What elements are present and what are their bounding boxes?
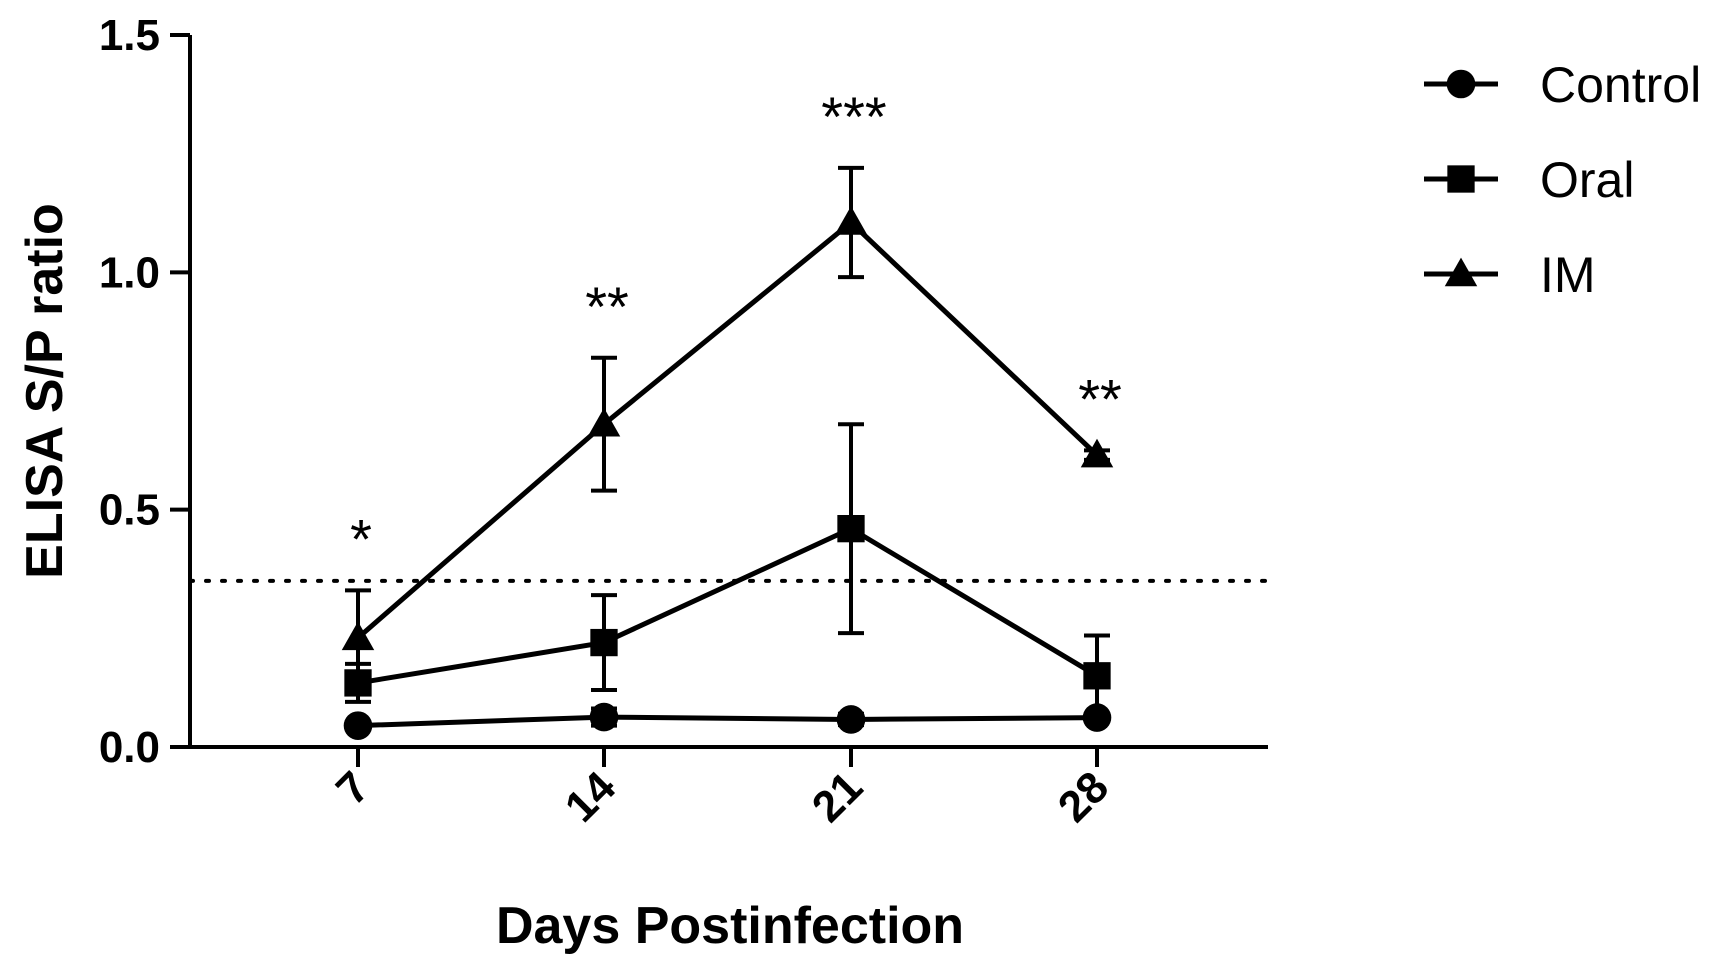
data-point: [587, 407, 621, 437]
y-tick-label: 0.5: [99, 486, 160, 535]
data-point: [589, 702, 619, 732]
y-ticks: 0.0 0.5 1.0 1.5: [99, 11, 190, 772]
legend-label: Oral: [1540, 152, 1634, 208]
series-line: [356, 219, 1099, 640]
legend-marker-icon: [1444, 257, 1478, 287]
x-axis-title: Days Postinfection: [496, 897, 964, 955]
x-tick-label: 7: [327, 762, 379, 814]
legend-item-oral: Oral: [1424, 152, 1634, 208]
legend-label: IM: [1540, 247, 1596, 303]
annotation-layer: ********: [350, 85, 1122, 570]
x-ticks: 7 14 21 28: [327, 747, 1118, 832]
y-tick-label: 0.0: [99, 723, 160, 772]
data-point: [343, 711, 373, 740]
legend: Control Oral IM: [1424, 57, 1701, 303]
data-point: [837, 515, 865, 543]
significance-label: *: [350, 507, 372, 570]
data-point: [1083, 662, 1111, 690]
data-point: [836, 705, 866, 734]
data-point: [590, 628, 618, 657]
series-im: [341, 165, 1114, 688]
data-point: [344, 669, 372, 697]
data-point: [1082, 703, 1112, 732]
legend-label: Control: [1540, 57, 1701, 113]
legend-marker-icon: [1446, 69, 1476, 99]
data-point: [834, 206, 868, 235]
x-tick-label: 14: [556, 762, 626, 832]
x-tick-label: 21: [803, 762, 872, 831]
significance-label: **: [1078, 367, 1122, 430]
axes: [188, 35, 1268, 749]
y-axis-title: ELISA S/P ratio: [16, 203, 74, 579]
series-line: [357, 714, 1098, 729]
series-line: [357, 526, 1099, 686]
legend-item-control: Control: [1424, 57, 1701, 113]
data-point: [341, 621, 375, 651]
x-tick-label: 28: [1049, 762, 1118, 831]
y-tick-label: 1.0: [99, 248, 160, 297]
legend-marker-icon: [1447, 165, 1475, 193]
series-oral: [344, 422, 1111, 719]
legend-item-im: IM: [1424, 247, 1596, 303]
significance-label: **: [585, 275, 629, 338]
series-layer: [341, 165, 1114, 740]
significance-label: ***: [821, 85, 886, 148]
y-tick-label: 1.5: [99, 11, 160, 60]
data-point: [1080, 438, 1114, 468]
series-control: [343, 702, 1112, 740]
